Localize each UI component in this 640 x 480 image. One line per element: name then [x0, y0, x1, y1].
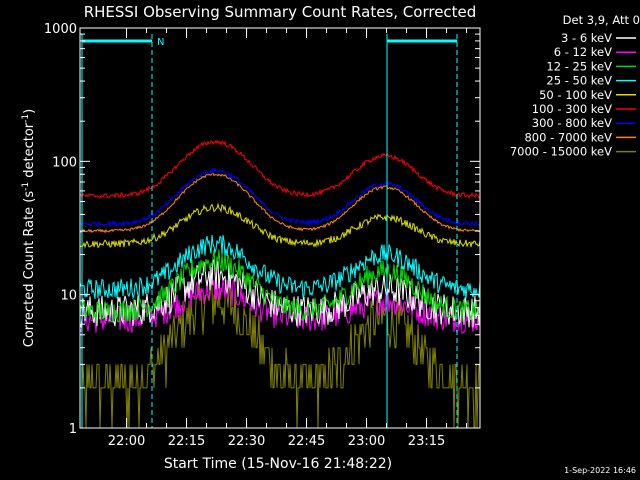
legend-label: 7000 - 15000 keV [510, 145, 612, 159]
legend-label: 12 - 25 keV [546, 59, 612, 73]
chart-title: RHESSI Observing Summary Count Rates, Co… [84, 3, 477, 21]
y-tick-label: 1000 [44, 22, 77, 37]
y-tick-label: 10 [60, 289, 77, 304]
x-tick-label: 23:00 [348, 434, 385, 449]
series-layer [79, 139, 481, 429]
x-tick-label: 22:00 [108, 434, 145, 449]
night-marker-label: N [157, 37, 164, 48]
series-line [79, 259, 481, 329]
x-tick-label: 22:30 [228, 434, 265, 449]
x-axis-label: Start Time (15-Nov-16 21:48:22) [164, 456, 392, 472]
legend-label: 800 - 7000 keV [524, 130, 612, 144]
legend-label: 300 - 800 keV [532, 116, 612, 130]
plot-frame [79, 27, 481, 429]
x-tick-label: 22:45 [288, 434, 325, 449]
x-axis-ticks: 22:00 22:15 22:30 22:45 23:00 23:15 [108, 28, 468, 449]
legend-title: Det 3,9, Att 0 [563, 13, 640, 27]
series-line [79, 249, 481, 323]
series-line [80, 279, 480, 429]
y-tick-label: 100 [52, 155, 77, 170]
series-line [79, 202, 481, 249]
x-tick-label: 23:15 [408, 434, 445, 449]
legend-label: 3 - 6 keV [561, 31, 612, 45]
series-line [79, 167, 481, 228]
legend-label: 50 - 100 keV [539, 88, 612, 102]
series-line [79, 234, 481, 300]
y-axis-label: Corrected Count Rate (s-1 detector-1) [21, 109, 37, 347]
legend-label: 25 - 50 keV [546, 74, 612, 88]
series-line [79, 172, 481, 234]
y-tick-label: 1 [69, 422, 77, 437]
x-tick-label: 22:15 [168, 434, 205, 449]
legend-label: 100 - 300 keV [532, 102, 612, 116]
series-line [79, 139, 481, 200]
orbit-markers: N [81, 34, 458, 428]
y-axis-ticks: 1 10 100 1000 [44, 22, 480, 437]
timestamp: 1-Sep-2022 16:46 [564, 466, 636, 475]
legend-label: 6 - 12 keV [554, 45, 612, 59]
